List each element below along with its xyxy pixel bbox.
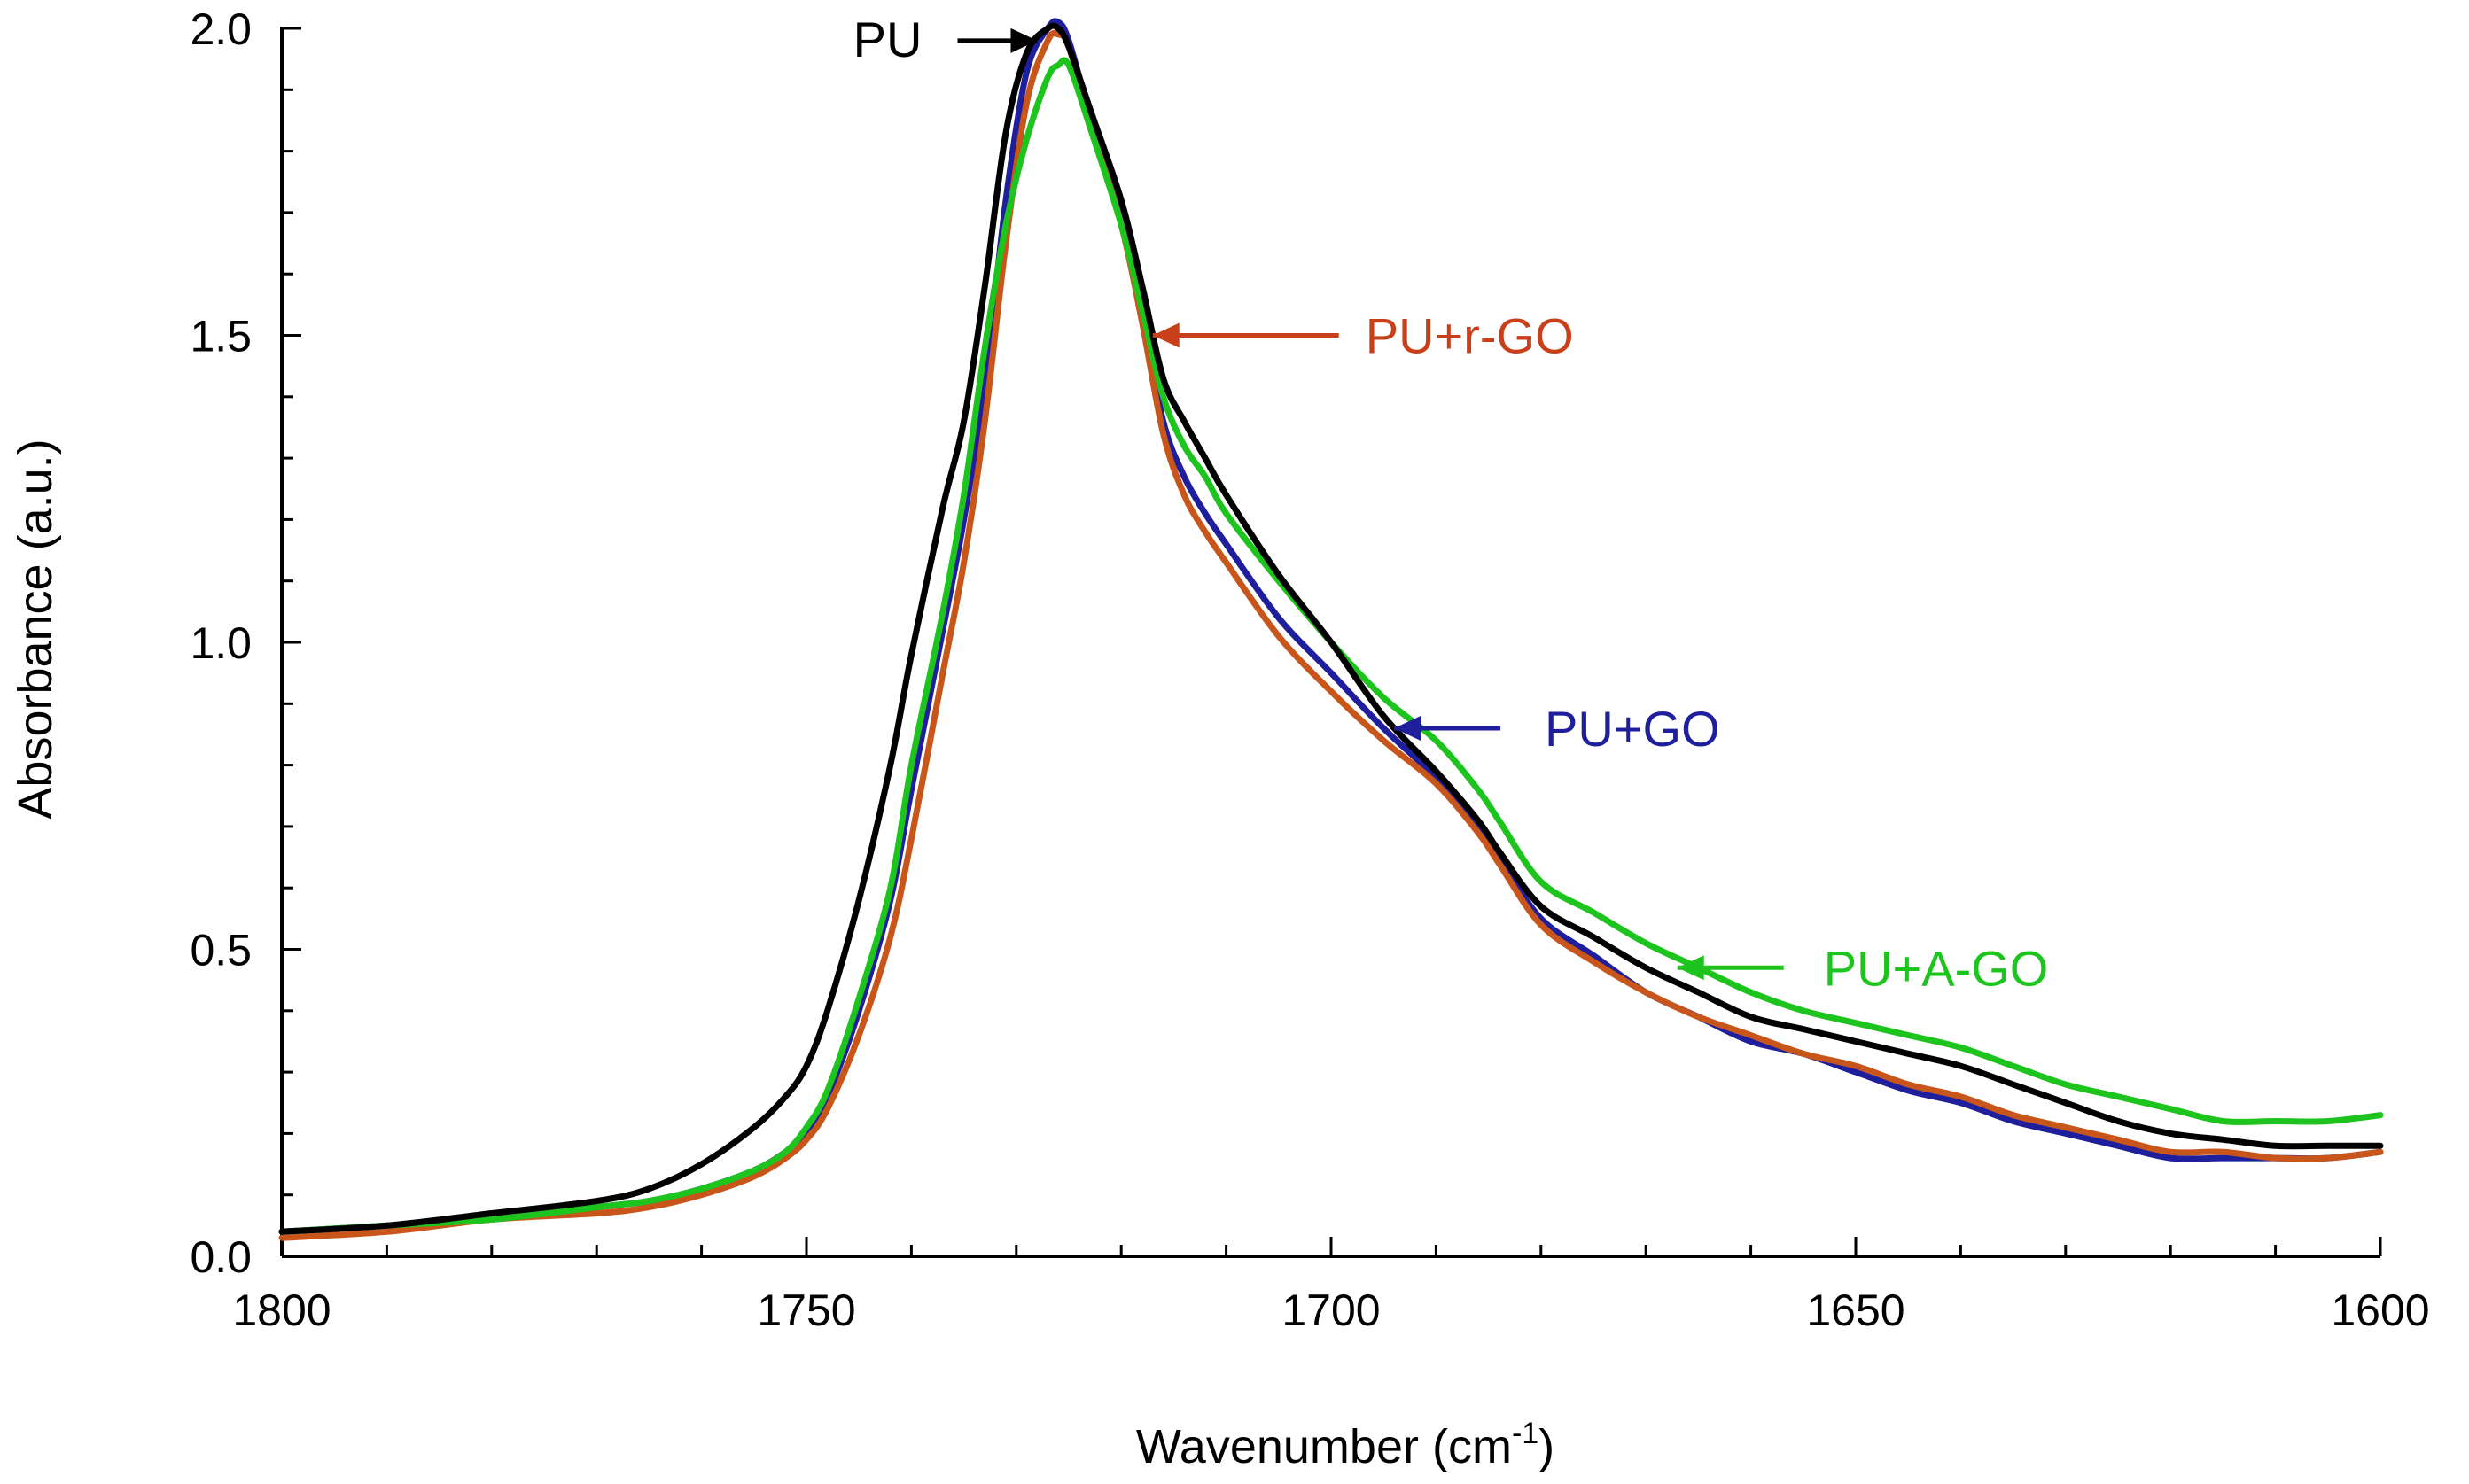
x-axis-label: Wavenumber (cm-1) bbox=[1136, 1417, 1554, 1473]
y-tick-label: 0.0 bbox=[190, 1232, 252, 1282]
x-axis-label-main: Wavenumber (cm bbox=[1136, 1420, 1512, 1473]
x-tick-label: 1650 bbox=[1806, 1286, 1904, 1335]
x-tick-label: 1700 bbox=[1281, 1286, 1380, 1335]
tick-labels: 0.0 0.5 1.0 1.5 2.0 1800 1750 1700 1650 1600 bbox=[190, 4, 2429, 1335]
y-tick-label: 0.5 bbox=[190, 926, 252, 975]
annotation-label-pu-r-go: PU+r-GO bbox=[1366, 308, 1574, 364]
annotation-arrowhead-pu-r-go bbox=[1152, 322, 1180, 348]
series-line-pu-a-go bbox=[278, 57, 2384, 1235]
series-line-pu-go bbox=[278, 18, 2384, 1235]
y-tick-label: 2.0 bbox=[190, 4, 252, 54]
annotation-label-pu: PU bbox=[853, 12, 923, 67]
y-axis-label: Absorbance (a.u.) bbox=[9, 439, 62, 819]
series-line-pu-r-go bbox=[278, 29, 2384, 1241]
x-tick-label: 1750 bbox=[757, 1286, 855, 1335]
annotation-arrowhead-pu bbox=[1010, 27, 1038, 53]
annotation-arrowhead-pu-go bbox=[1394, 716, 1421, 742]
series-lines bbox=[278, 18, 2384, 1241]
annotation-label-pu-a-go: PU+A-GO bbox=[1824, 940, 2049, 996]
annotation-arrowhead-pu-a-go bbox=[1677, 955, 1704, 981]
x-tick-label: 1800 bbox=[232, 1286, 331, 1335]
x-tick-label: 1600 bbox=[2331, 1286, 2429, 1335]
y-tick-label: 1.5 bbox=[190, 312, 252, 361]
x-axis-label-superscript: -1 bbox=[1512, 1417, 1538, 1450]
tick-marks bbox=[280, 27, 2382, 1258]
series-line-pu bbox=[278, 22, 2384, 1235]
y-tick-label: 1.0 bbox=[190, 618, 252, 668]
annotation-label-pu-go: PU+GO bbox=[1545, 701, 1720, 757]
annotations: PU PU+r-GO PU+GO PU+A-GO bbox=[853, 12, 2049, 996]
x-axis-label-suffix: ) bbox=[1538, 1420, 1554, 1473]
